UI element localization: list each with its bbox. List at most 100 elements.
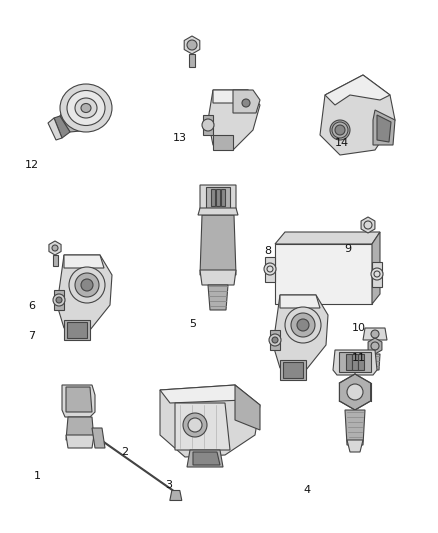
Ellipse shape bbox=[81, 103, 91, 112]
Polygon shape bbox=[275, 244, 372, 304]
Polygon shape bbox=[54, 116, 70, 138]
Text: 13: 13 bbox=[173, 133, 187, 142]
Polygon shape bbox=[283, 362, 303, 378]
Ellipse shape bbox=[75, 98, 97, 118]
Circle shape bbox=[202, 119, 214, 131]
Text: 1: 1 bbox=[34, 471, 41, 481]
Polygon shape bbox=[346, 354, 352, 370]
Polygon shape bbox=[208, 285, 228, 310]
Polygon shape bbox=[200, 185, 236, 215]
Polygon shape bbox=[53, 255, 57, 266]
Polygon shape bbox=[184, 36, 200, 54]
Polygon shape bbox=[66, 435, 94, 448]
Circle shape bbox=[264, 263, 276, 275]
Polygon shape bbox=[64, 255, 104, 268]
Text: 10: 10 bbox=[352, 323, 366, 333]
Circle shape bbox=[56, 297, 62, 303]
Polygon shape bbox=[333, 350, 377, 375]
Polygon shape bbox=[273, 295, 328, 370]
Polygon shape bbox=[370, 354, 380, 370]
Ellipse shape bbox=[67, 91, 105, 125]
Text: 4: 4 bbox=[303, 486, 310, 495]
Text: 12: 12 bbox=[25, 160, 39, 170]
Text: 9: 9 bbox=[345, 245, 352, 254]
Polygon shape bbox=[280, 360, 306, 380]
Text: 7: 7 bbox=[28, 331, 35, 341]
Polygon shape bbox=[373, 110, 395, 145]
Polygon shape bbox=[208, 90, 260, 150]
Polygon shape bbox=[66, 387, 92, 412]
Polygon shape bbox=[187, 450, 223, 467]
Circle shape bbox=[335, 125, 345, 135]
Polygon shape bbox=[62, 385, 95, 417]
Polygon shape bbox=[203, 115, 213, 135]
Polygon shape bbox=[60, 90, 98, 132]
Polygon shape bbox=[175, 403, 230, 450]
Polygon shape bbox=[57, 255, 112, 330]
Polygon shape bbox=[67, 322, 87, 338]
Polygon shape bbox=[49, 241, 61, 255]
Polygon shape bbox=[48, 118, 62, 140]
Polygon shape bbox=[66, 417, 94, 440]
Polygon shape bbox=[206, 187, 230, 208]
Polygon shape bbox=[347, 440, 363, 452]
Polygon shape bbox=[216, 189, 220, 206]
Circle shape bbox=[242, 99, 250, 107]
Polygon shape bbox=[170, 490, 182, 500]
Polygon shape bbox=[64, 320, 90, 340]
Polygon shape bbox=[365, 233, 371, 243]
Circle shape bbox=[371, 268, 383, 280]
Circle shape bbox=[330, 120, 350, 140]
Polygon shape bbox=[345, 410, 365, 445]
Polygon shape bbox=[211, 189, 215, 206]
Text: 2: 2 bbox=[121, 447, 128, 457]
Circle shape bbox=[291, 313, 315, 337]
Polygon shape bbox=[96, 436, 178, 495]
Polygon shape bbox=[358, 354, 364, 370]
Polygon shape bbox=[198, 208, 238, 215]
Circle shape bbox=[75, 273, 99, 297]
Polygon shape bbox=[361, 217, 375, 233]
Circle shape bbox=[187, 40, 197, 50]
Polygon shape bbox=[325, 75, 390, 105]
Polygon shape bbox=[200, 215, 236, 275]
Polygon shape bbox=[372, 262, 382, 287]
Polygon shape bbox=[235, 385, 260, 430]
Polygon shape bbox=[221, 189, 225, 206]
Circle shape bbox=[69, 267, 105, 303]
Polygon shape bbox=[213, 90, 256, 103]
Polygon shape bbox=[363, 328, 387, 340]
Polygon shape bbox=[377, 115, 391, 142]
Circle shape bbox=[188, 418, 202, 432]
Text: 5: 5 bbox=[189, 319, 196, 329]
Polygon shape bbox=[213, 135, 233, 150]
Polygon shape bbox=[54, 290, 64, 310]
Polygon shape bbox=[189, 54, 195, 67]
Polygon shape bbox=[275, 232, 380, 244]
Text: 14: 14 bbox=[335, 138, 349, 148]
Text: 8: 8 bbox=[265, 246, 272, 255]
Polygon shape bbox=[339, 374, 371, 410]
Polygon shape bbox=[193, 452, 220, 465]
Polygon shape bbox=[92, 428, 105, 448]
Polygon shape bbox=[200, 270, 236, 285]
Circle shape bbox=[347, 384, 363, 400]
Polygon shape bbox=[368, 338, 382, 354]
Circle shape bbox=[272, 337, 278, 343]
Ellipse shape bbox=[60, 84, 112, 132]
Polygon shape bbox=[320, 75, 395, 155]
Circle shape bbox=[52, 245, 58, 251]
Circle shape bbox=[371, 330, 379, 338]
Circle shape bbox=[297, 319, 309, 331]
Polygon shape bbox=[160, 385, 260, 457]
Circle shape bbox=[53, 294, 65, 306]
Circle shape bbox=[183, 413, 207, 437]
Polygon shape bbox=[265, 257, 275, 282]
Polygon shape bbox=[270, 330, 280, 350]
Polygon shape bbox=[233, 90, 260, 113]
Text: 6: 6 bbox=[28, 302, 35, 311]
Polygon shape bbox=[372, 232, 380, 304]
Polygon shape bbox=[160, 385, 245, 403]
Circle shape bbox=[81, 279, 93, 291]
Polygon shape bbox=[280, 295, 320, 308]
